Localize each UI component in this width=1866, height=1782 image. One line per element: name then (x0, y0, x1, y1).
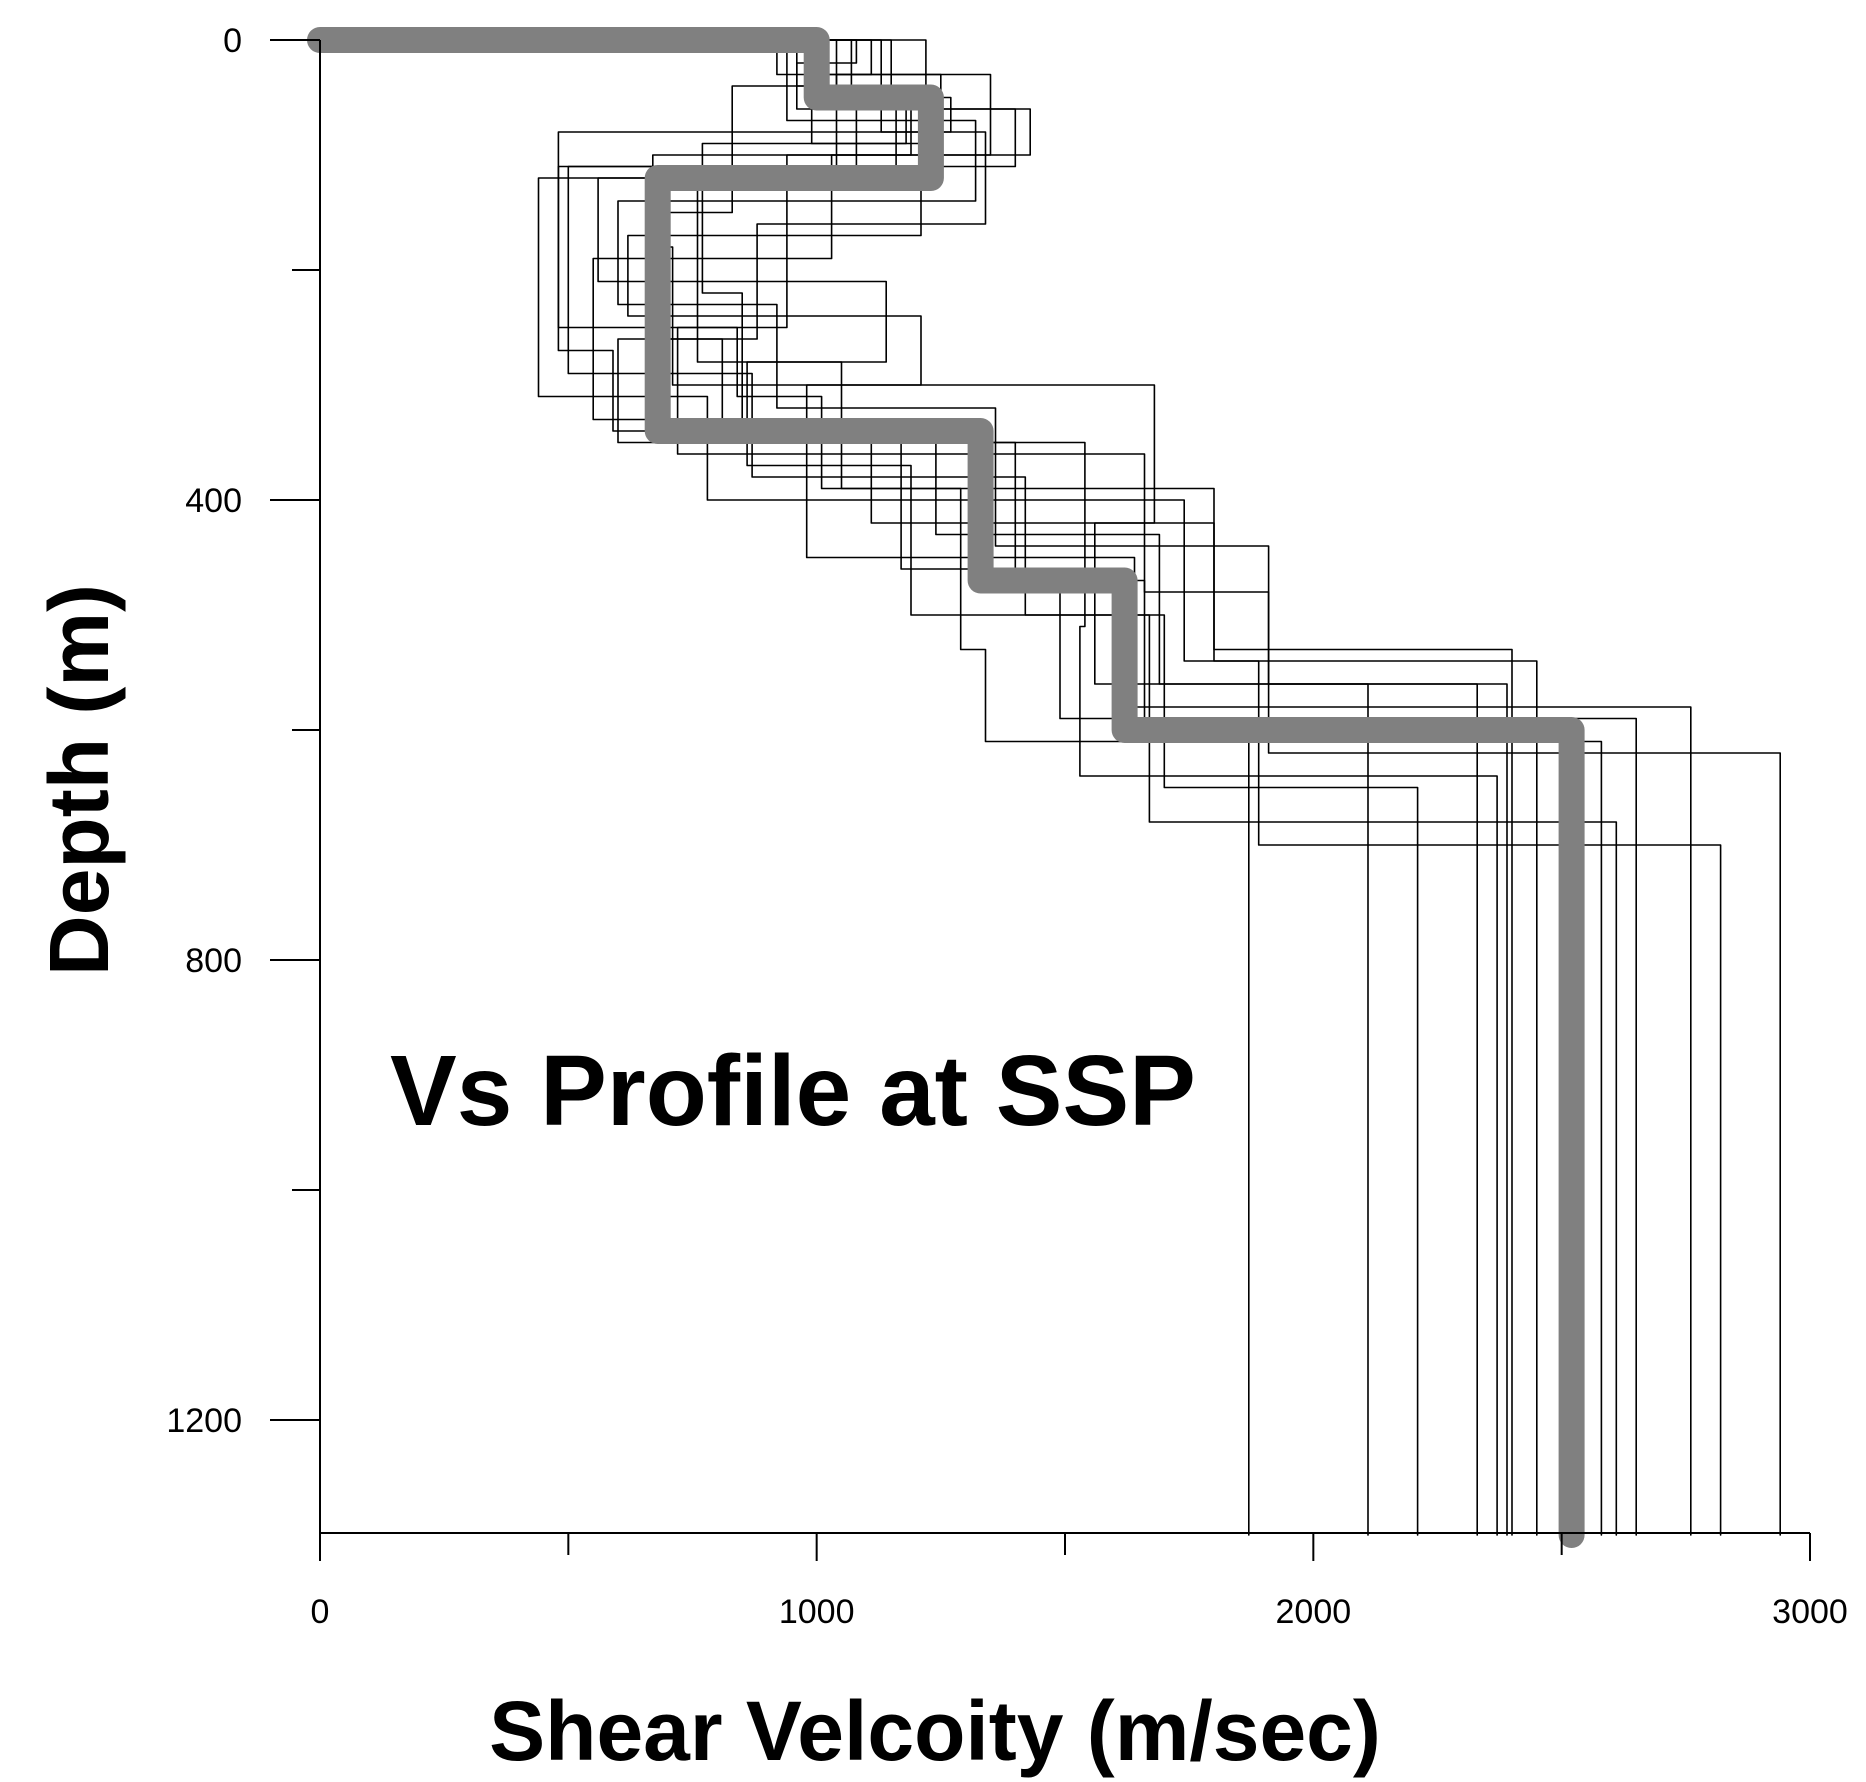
x-tick-label: 3000 (1772, 1593, 1848, 1631)
random-profile-line-7 (319, 39, 1722, 1536)
y-tick-label: 0 (223, 22, 242, 60)
axes: 0 1000 2000 3000 0 400 800 1200 (166, 22, 1847, 1631)
y-tick-label: 400 (185, 482, 242, 520)
x-tick-label: 2000 (1276, 1593, 1352, 1631)
profile-lines (307, 27, 1781, 1548)
chart-annotation: Vs Profile at SSP (390, 1035, 1196, 1147)
random-profile-line-8 (319, 39, 1692, 1536)
random-profile-line-13 (319, 39, 1250, 1536)
random-profile-line-3 (319, 39, 1419, 1536)
median-profile-line (307, 27, 1585, 1548)
x-tick-label: 1000 (779, 1593, 855, 1631)
x-axis-title: Shear Velcoity (m/sec) (489, 1684, 1381, 1778)
random-profile-line-5 (319, 39, 1637, 1536)
y-tick-label: 1200 (166, 1402, 242, 1440)
y-tick-label: 800 (185, 942, 242, 980)
random-profile-line-4 (319, 39, 1508, 1536)
random-profile-line-14 (319, 39, 1618, 1536)
x-tick-label: 0 (311, 1593, 330, 1631)
y-axis-title: Depth (m) (32, 584, 126, 976)
